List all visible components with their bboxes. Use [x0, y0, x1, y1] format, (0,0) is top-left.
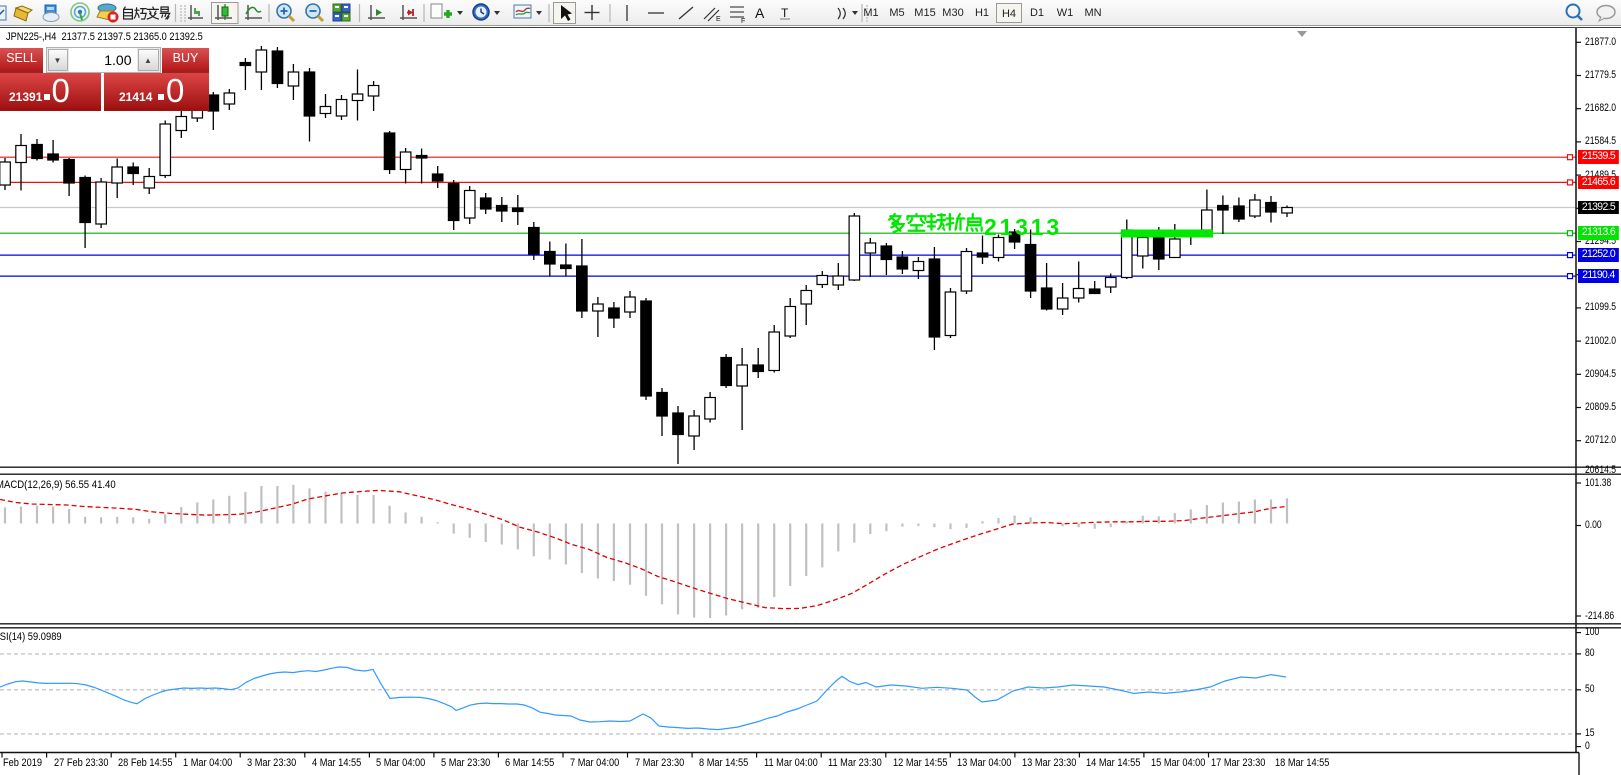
- svg-text:F: F: [741, 18, 745, 25]
- svg-text:E: E: [716, 16, 721, 23]
- svg-text:T: T: [781, 6, 789, 20]
- svg-text:A: A: [755, 5, 765, 21]
